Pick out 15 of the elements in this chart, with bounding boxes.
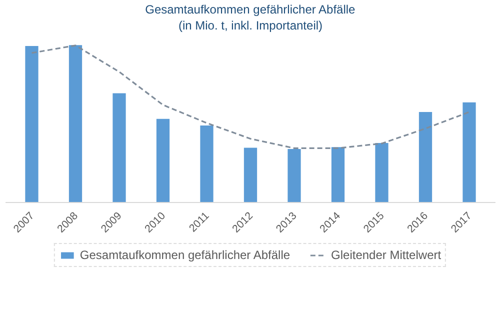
bar [462,102,476,202]
legend-label: Gleitender Mittelwert [331,248,442,262]
bar [200,126,214,202]
bar [244,148,258,202]
bar [331,147,345,202]
legend-label: Gesamtaufkommen gefährlicher Abfälle [80,248,290,262]
chart-subtitle: (in Mio. t, inkl. Importanteil) [178,18,323,32]
bar [375,143,388,202]
bar [68,45,82,202]
bar [418,112,432,202]
bar [156,118,170,202]
bar [25,46,38,202]
bar [112,93,126,202]
chart-title: Gesamtaufkommen gefährlicher Abfälle [145,2,356,16]
bar [288,148,301,202]
